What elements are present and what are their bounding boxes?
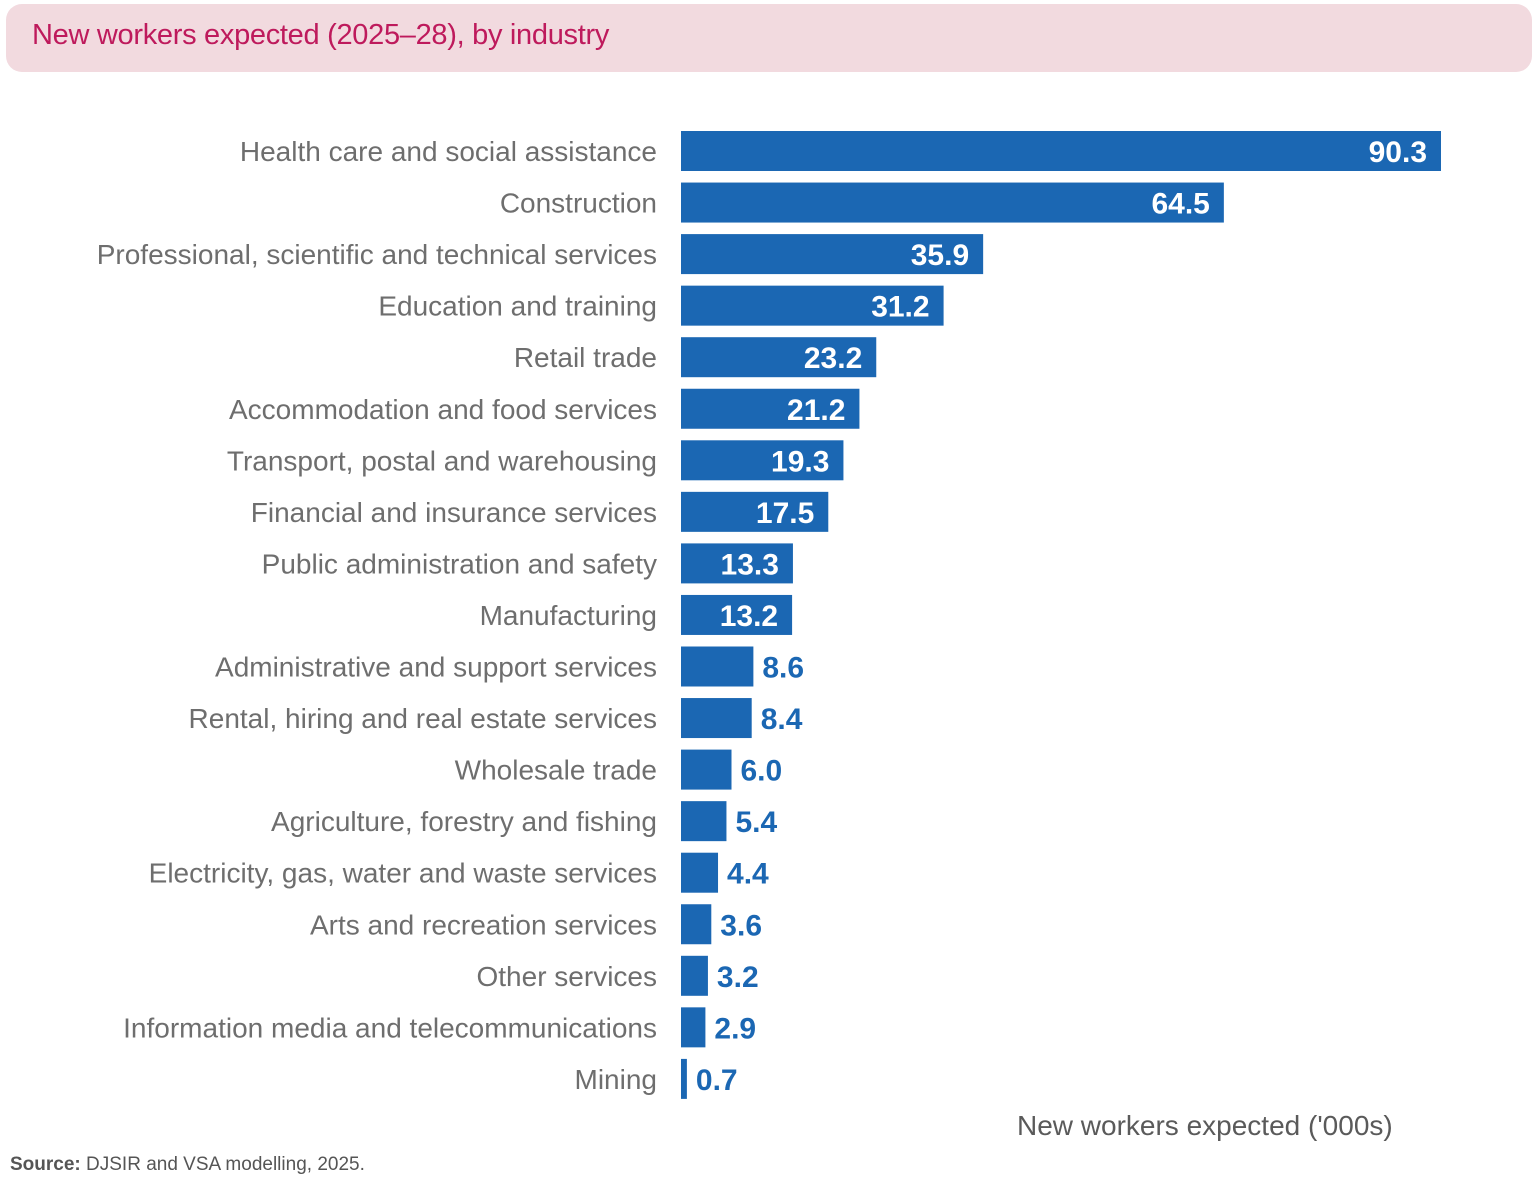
bar xyxy=(681,955,708,996)
category-label: Arts and recreation services xyxy=(310,909,657,940)
value-label: 90.3 xyxy=(1369,136,1427,169)
value-label: 8.6 xyxy=(762,652,804,685)
bar xyxy=(681,285,944,326)
bar xyxy=(681,852,719,893)
category-label: Health care and social assistance xyxy=(240,136,657,167)
bar xyxy=(681,904,712,945)
category-label: Agriculture, forestry and fishing xyxy=(271,806,657,837)
bar xyxy=(681,1058,687,1099)
bar xyxy=(681,698,752,739)
category-label: Mining xyxy=(575,1064,657,1095)
value-label: 31.2 xyxy=(871,291,929,324)
category-label: Education and training xyxy=(378,291,657,322)
category-label: Financial and insurance services xyxy=(251,497,657,528)
bar xyxy=(681,491,829,532)
value-label: 3.6 xyxy=(720,909,762,942)
bar xyxy=(681,440,844,481)
value-label: 0.7 xyxy=(696,1064,738,1097)
category-label: Administrative and support services xyxy=(215,652,657,683)
value-label: 19.3 xyxy=(771,445,829,478)
value-label: 23.2 xyxy=(804,342,862,375)
bar xyxy=(681,388,860,429)
bar xyxy=(681,749,732,790)
value-label: 21.2 xyxy=(787,394,845,427)
bar xyxy=(681,234,984,275)
bar xyxy=(681,1007,706,1048)
source-note: Source: DJSIR and VSA modelling, 2025. xyxy=(10,1154,365,1176)
value-label: 3.2 xyxy=(717,961,759,994)
value-label: 17.5 xyxy=(756,497,814,530)
category-label: Construction xyxy=(500,188,657,219)
x-axis-label: New workers expected ('000s) xyxy=(1017,1110,1393,1141)
bar xyxy=(681,543,793,584)
chart-title: New workers expected (2025–28), by indus… xyxy=(32,19,610,51)
category-label: Public administration and safety xyxy=(262,548,657,579)
value-label: 6.0 xyxy=(740,755,782,788)
bar xyxy=(681,801,727,842)
value-label: 64.5 xyxy=(1151,188,1209,221)
value-label: 13.2 xyxy=(720,600,778,633)
category-label: Manufacturing xyxy=(480,600,657,631)
title-banner xyxy=(6,4,1532,72)
value-label: 35.9 xyxy=(911,239,969,272)
bar xyxy=(681,131,1441,171)
category-label: Electricity, gas, water and waste servic… xyxy=(149,858,657,889)
source-text: DJSIR and VSA modelling, 2025. xyxy=(80,1154,365,1175)
category-label: Information media and telecommunications xyxy=(123,1012,657,1043)
bar xyxy=(681,646,754,687)
category-label: Professional, scientific and technical s… xyxy=(97,239,657,270)
bar xyxy=(681,337,877,378)
value-label: 13.3 xyxy=(721,548,779,581)
category-label: Rental, hiring and real estate services xyxy=(189,703,657,734)
value-label: 8.4 xyxy=(761,703,803,736)
source-label: Source: xyxy=(10,1154,81,1175)
category-label: Wholesale trade xyxy=(455,755,657,786)
value-label: 5.4 xyxy=(735,806,777,839)
category-label: Retail trade xyxy=(514,342,657,373)
bar xyxy=(681,182,1224,223)
value-label: 4.4 xyxy=(727,858,769,891)
value-label: 2.9 xyxy=(714,1012,756,1045)
category-label: Accommodation and food services xyxy=(229,394,657,425)
category-label: Other services xyxy=(477,961,658,992)
bar xyxy=(681,594,793,635)
category-label: Transport, postal and warehousing xyxy=(227,445,657,476)
